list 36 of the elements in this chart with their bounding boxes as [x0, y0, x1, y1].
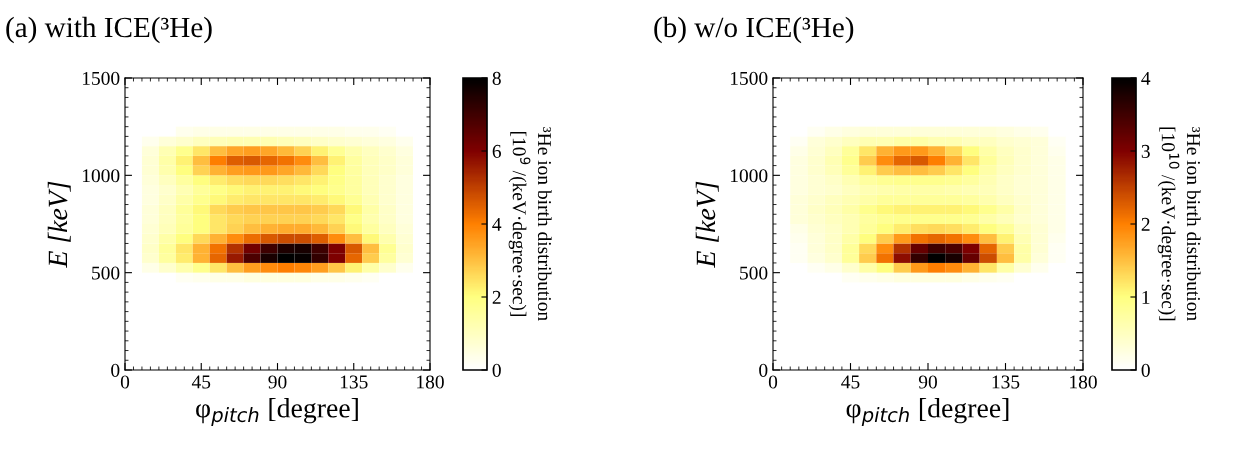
color-bar-label: 4: [492, 217, 502, 231]
x-tick-label: 45: [191, 375, 211, 389]
y-tick-label: 0: [759, 363, 768, 377]
x-tick-label: 45: [841, 375, 860, 389]
color-bar-label: 3: [1141, 144, 1150, 158]
y-tick-label: 0: [111, 363, 120, 377]
x-tick-label: 180: [1070, 375, 1097, 389]
color-bar-title: ³He ion birth distribution [10$^{9}$ /(keV·degree·sec)]: [508, 127, 552, 321]
color-bar-label: 1: [1142, 290, 1150, 304]
color-bar-label: 6: [492, 144, 501, 158]
x-tick-label: 90: [268, 375, 287, 389]
color-bar-label: 8: [492, 71, 501, 85]
y-axis-title: E [keV]: [695, 181, 719, 268]
chart-title: (a) with ICE(³He): [6, 16, 212, 44]
x-tick-label: 0: [768, 375, 778, 389]
x-axis-title: φ$_{pitch}$ [degree]: [846, 398, 1009, 426]
color-bar-label: 0: [1141, 363, 1150, 377]
chart-title: (b) w/o ICE(³He): [654, 16, 854, 44]
x-tick-label: 135: [992, 375, 1020, 389]
x-tick-label: 90: [918, 375, 937, 389]
x-tick-label: 0: [120, 375, 130, 389]
color-bar-title: ³He ion birth distribution [10$^{10}$ /(keV·degree·sec)]: [1157, 127, 1201, 321]
x-tick-label: 180: [417, 375, 444, 389]
y-tick-label: 1000: [730, 169, 768, 183]
color-bar-label: 4: [1141, 71, 1151, 85]
y-tick-label: 1000: [82, 169, 120, 183]
y-tick-label: 500: [92, 266, 120, 280]
x-tick-label: 135: [340, 375, 368, 389]
y-tick-label: 1500: [730, 71, 768, 85]
color-bar-label: 2: [492, 290, 501, 304]
color-bar-label: 2: [1141, 217, 1150, 231]
color-bar-label: 0: [492, 363, 501, 377]
y-tick-label: 500: [740, 266, 768, 280]
y-tick-label: 1500: [82, 71, 120, 85]
x-axis-title: φ$_{pitch}$ [degree]: [196, 398, 358, 426]
y-axis-title: E [keV]: [47, 181, 71, 268]
